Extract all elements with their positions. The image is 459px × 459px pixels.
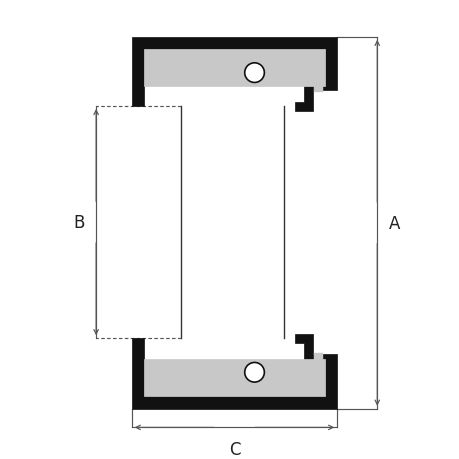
Circle shape bbox=[244, 64, 264, 83]
Text: B: B bbox=[73, 213, 85, 232]
Polygon shape bbox=[132, 334, 336, 409]
Polygon shape bbox=[144, 359, 324, 396]
Text: C: C bbox=[228, 440, 240, 458]
Polygon shape bbox=[313, 353, 323, 360]
Polygon shape bbox=[132, 38, 336, 112]
Polygon shape bbox=[144, 50, 324, 87]
Text: A: A bbox=[387, 214, 399, 232]
Circle shape bbox=[244, 363, 264, 382]
Polygon shape bbox=[313, 85, 323, 93]
